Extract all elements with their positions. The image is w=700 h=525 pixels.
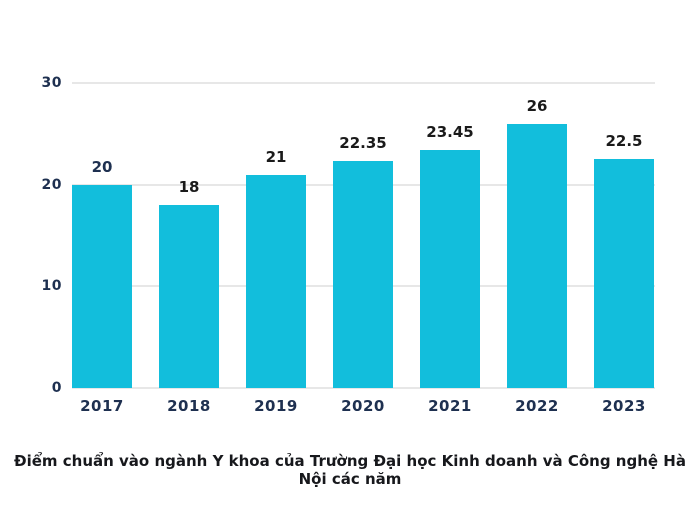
bar bbox=[72, 184, 132, 388]
category-label: 2017 bbox=[80, 397, 124, 415]
value-label: 20 bbox=[91, 157, 113, 176]
category-label: 2020 bbox=[341, 397, 385, 415]
plot-area: 20 18 21 22.35 23.45 26 22.5 bbox=[72, 82, 655, 389]
category-label: 2022 bbox=[515, 397, 559, 415]
bar bbox=[507, 123, 567, 388]
gridline bbox=[72, 82, 655, 84]
category-label: 2023 bbox=[602, 397, 646, 415]
bar bbox=[594, 159, 654, 388]
bar bbox=[420, 149, 480, 388]
y-tick-label: 0 bbox=[51, 380, 62, 396]
y-tick-label: 30 bbox=[41, 75, 62, 91]
category-label: 2021 bbox=[428, 397, 472, 415]
value-label: 21 bbox=[265, 147, 287, 166]
bar bbox=[159, 205, 219, 388]
x-axis: 2017 2018 2019 2020 2021 2022 2023 bbox=[72, 390, 655, 416]
y-tick-label: 20 bbox=[41, 176, 62, 193]
category-label: 2018 bbox=[167, 397, 211, 415]
value-label: 23.45 bbox=[426, 122, 474, 141]
value-label: 18 bbox=[178, 178, 200, 196]
bar bbox=[246, 174, 306, 388]
gridline bbox=[72, 387, 655, 389]
chart-caption: Điểm chuẩn vào ngành Y khoa của Trường Đ… bbox=[14, 452, 686, 488]
bar bbox=[333, 160, 393, 388]
value-label: 22.5 bbox=[605, 132, 643, 151]
category-label: 2019 bbox=[254, 397, 298, 415]
value-label: 26 bbox=[526, 96, 548, 115]
y-axis: 0 10 20 30 bbox=[0, 75, 62, 396]
y-tick-label: 10 bbox=[41, 278, 62, 295]
value-label: 22.35 bbox=[339, 133, 387, 152]
